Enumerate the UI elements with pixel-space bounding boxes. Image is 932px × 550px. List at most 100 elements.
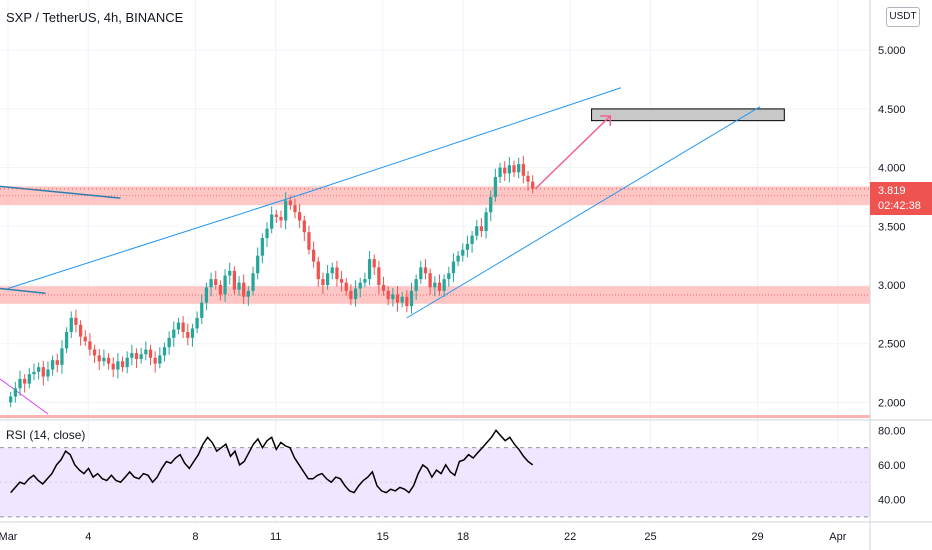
candle-body: [214, 279, 218, 285]
candle-body: [437, 282, 442, 291]
candle-body: [256, 255, 260, 274]
candle-body: [419, 267, 423, 280]
candle-body: [260, 238, 264, 256]
candlestick-series: [9, 155, 535, 408]
upper-trendline-ext: [307, 87, 622, 193]
candle-body: [153, 357, 157, 364]
magenta-trend-line: [0, 378, 49, 415]
candle-body: [162, 347, 167, 356]
candle-body: [32, 371, 36, 375]
candle-body: [461, 249, 465, 256]
candle-body: [372, 259, 376, 268]
y-tick-label: 3.000: [878, 280, 906, 292]
candle-body: [400, 296, 404, 303]
candle-body: [9, 396, 13, 403]
candle-body: [377, 267, 381, 285]
candle-body: [456, 255, 460, 262]
candle-body: [158, 355, 162, 364]
candle-body: [134, 353, 139, 359]
candle-body: [228, 270, 232, 276]
candle-body: [479, 226, 484, 231]
candle-body: [200, 302, 204, 318]
candle-body: [344, 282, 348, 291]
y-tick-label: 5.000: [878, 45, 906, 57]
y-tick-label: 3.500: [878, 221, 906, 233]
candle-body: [186, 331, 190, 338]
y-tick-label: 2.000: [878, 397, 906, 409]
candle-body: [265, 228, 269, 239]
candle-body: [498, 167, 502, 177]
candle-body: [521, 164, 525, 176]
candle-body: [204, 287, 209, 303]
candle-body: [55, 360, 59, 365]
projection-arrowhead: [600, 115, 612, 126]
candle-body: [526, 175, 530, 182]
candle-body: [433, 282, 437, 288]
candle-body: [120, 361, 125, 368]
candle-body: [50, 360, 55, 370]
x-tick-label: 11: [270, 531, 281, 543]
candle-body: [517, 164, 521, 173]
candle-body: [414, 279, 418, 291]
candle-body: [195, 317, 199, 329]
x-tick-label: 4: [85, 531, 91, 543]
rsi-tick-label: 40.00: [878, 495, 906, 507]
x-tick-label: 29: [751, 531, 763, 543]
candle-body: [353, 288, 358, 300]
candle-body: [223, 275, 227, 295]
candle-body: [316, 261, 320, 280]
candle-body: [489, 196, 493, 213]
candle-body: [181, 322, 185, 332]
candle-body: [512, 165, 516, 173]
candle-body: [139, 354, 143, 359]
currency-button[interactable]: USDT: [886, 7, 920, 27]
candle-body: [307, 232, 311, 250]
candle-body: [23, 378, 27, 384]
rsi-series: [10, 429, 534, 494]
candle-body: [148, 349, 153, 358]
candle-body: [209, 279, 213, 288]
lower-trendline: [406, 106, 761, 319]
candle-body: [470, 235, 474, 244]
candle-body: [64, 331, 69, 349]
candle-body: [386, 290, 390, 300]
candle-body: [298, 212, 302, 221]
short-trend-line: [0, 287, 46, 294]
candle-body: [111, 363, 115, 370]
candle-body: [92, 349, 97, 356]
candle-body: [288, 200, 292, 206]
candle-body: [531, 181, 535, 189]
candle-body: [176, 322, 181, 330]
candle-body: [409, 290, 414, 307]
candle-body: [242, 282, 246, 297]
trend-drawings: [0, 87, 870, 415]
candle-body: [237, 282, 241, 290]
candle-body: [484, 212, 488, 231]
candle-body: [475, 226, 479, 236]
candle-body: [335, 267, 339, 280]
candle-body: [125, 357, 129, 368]
projection-arrow: [534, 115, 611, 190]
candle-body: [106, 357, 111, 364]
candle-body: [423, 267, 428, 274]
candle-body: [358, 282, 362, 289]
x-tick-label: 18: [457, 531, 469, 543]
y-tick-label: 4.500: [878, 104, 906, 116]
candle-body: [13, 388, 17, 397]
candle-body: [60, 348, 64, 365]
candle-body: [447, 273, 451, 280]
chart-title: SXP / TetherUS, 4h, BINANCE: [6, 10, 184, 25]
candle-body: [507, 165, 512, 174]
candle-body: [405, 296, 409, 307]
candle-body: [428, 273, 432, 288]
x-tick-label: 8: [192, 531, 198, 543]
candle-body: [493, 177, 498, 197]
candle-body: [391, 294, 395, 300]
candle-body: [41, 367, 45, 377]
candle-body: [325, 273, 330, 285]
candle-body: [102, 357, 106, 362]
candle-body: [83, 336, 87, 342]
rsi-tick-label: 60.00: [878, 460, 906, 472]
